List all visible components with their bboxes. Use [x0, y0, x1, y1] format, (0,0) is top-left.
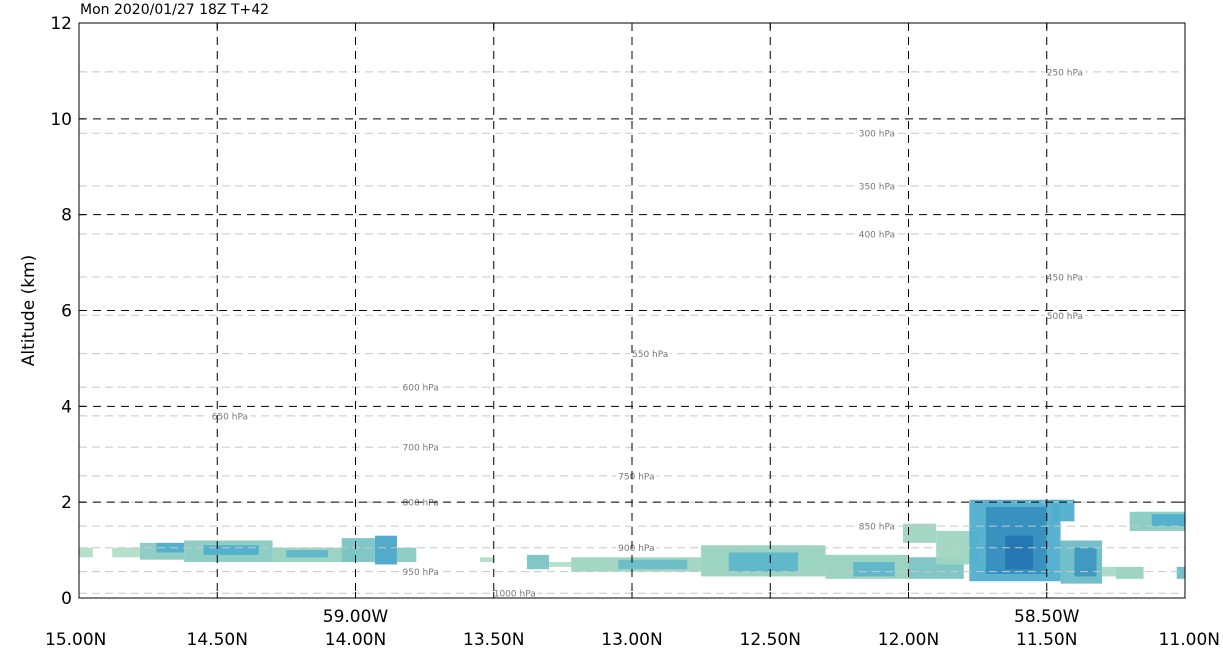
pressure-label-bg — [491, 587, 538, 599]
cloud-cell — [728, 552, 798, 572]
pressure-label: 450 hPa — [1047, 273, 1083, 283]
cloud-cell — [286, 550, 328, 558]
pressure-label: 800 hPa — [403, 499, 439, 509]
cloud-cell — [1074, 547, 1097, 577]
y-axis-label: Altitude (km) — [19, 255, 39, 367]
pressure-label: 850 hPa — [859, 523, 895, 533]
cloud-cell — [853, 562, 895, 577]
y-tick-label: 4 — [61, 397, 72, 417]
y-tick-label: 6 — [61, 302, 72, 322]
pressure-label: 750 hPa — [618, 472, 654, 482]
y-tick-label: 8 — [61, 206, 72, 226]
pressure-label: 950 hPa — [403, 568, 439, 578]
pressure-label-bg — [630, 347, 671, 359]
pressure-label-bg — [1044, 65, 1086, 77]
cloud-cell — [549, 562, 572, 567]
pressure-label-bg — [616, 469, 657, 481]
pressure-label-bg — [856, 179, 898, 191]
pressure-label-bg — [400, 565, 441, 577]
y-axis: 0 2 4 6 8 10 12 Altitude (km) — [19, 14, 1185, 609]
cloud-cell — [479, 557, 494, 563]
pressure-label: 600 hPa — [403, 384, 439, 394]
x-tick-label: 14.00N — [325, 630, 386, 650]
pressure-label-bg — [1044, 309, 1086, 321]
x-tick-label: 13.50N — [463, 630, 524, 650]
x-tick-label: 13.00N — [601, 630, 662, 650]
pressure-label-bg — [1044, 270, 1086, 282]
pressure-label: 1000 hPa — [494, 590, 536, 600]
pressure-label-bg — [209, 409, 251, 421]
pressure-label: 400 hPa — [859, 230, 895, 240]
cloud-cell — [79, 547, 93, 558]
pressure-label-bg — [616, 541, 657, 553]
pressure-label: 650 hPa — [212, 412, 248, 422]
pressure-label-bg — [856, 127, 898, 139]
y-tick-label: 10 — [50, 110, 72, 130]
x-tick-label: 11.50N — [1016, 630, 1077, 650]
x-tick-label: 11.00N — [1159, 630, 1220, 650]
cloud-cell — [396, 547, 417, 563]
pressure-label: 900 hPa — [618, 544, 654, 554]
pressure-label-bg — [856, 227, 898, 239]
grid-lines — [79, 23, 1185, 598]
pressure-label-bg — [400, 381, 441, 393]
cloud-cell — [112, 547, 140, 558]
y-tick-label: 0 — [61, 589, 72, 609]
pressure-label-bg — [856, 520, 898, 532]
cloud-cell — [526, 554, 550, 570]
cloud-cell — [1005, 535, 1033, 570]
x-tick-label-longitude: 59.00W — [323, 607, 389, 627]
cloud-cell — [1115, 566, 1144, 579]
cloud-cell — [1151, 514, 1185, 527]
x-tick-label: 15.00N — [45, 630, 106, 650]
pressure-label: 300 hPa — [859, 130, 895, 140]
cloud-cell — [1052, 499, 1075, 522]
y-tick-label: 2 — [61, 493, 72, 513]
cloud-cell — [618, 559, 688, 570]
cloud-cell — [374, 535, 397, 565]
cloud-layer — [79, 499, 1185, 584]
pressure-label: 350 hPa — [859, 182, 895, 192]
cloud-cell — [902, 523, 937, 543]
x-axis: 15.00N 14.50N 14.00N 13.50N 13.00N 12.50N 12.0… — [45, 23, 1220, 650]
pressure-label-bg — [400, 441, 441, 453]
pressure-label: 250 hPa — [1047, 68, 1083, 78]
cloud-cell — [1176, 566, 1185, 579]
y-tick-label: 12 — [50, 14, 72, 34]
x-tick-label: 12.00N — [878, 630, 939, 650]
plot-title: Mon 2020/01/27 18Z T+42 — [80, 2, 270, 18]
cloud-cell — [203, 545, 259, 555]
x-tick-label-longitude: 58.50W — [1014, 607, 1080, 627]
x-tick-label: 12.50N — [740, 630, 801, 650]
x-tick-label: 14.50N — [187, 630, 248, 650]
pressure-label: 500 hPa — [1047, 312, 1083, 322]
pressure-label: 700 hPa — [403, 444, 439, 454]
pressure-label: 550 hPa — [632, 350, 668, 360]
cloud-cell — [341, 538, 375, 563]
